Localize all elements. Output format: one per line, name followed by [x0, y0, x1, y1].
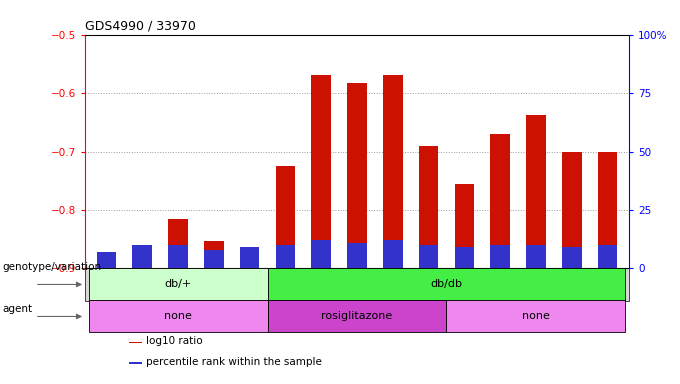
- Bar: [562, 152, 581, 268]
- Bar: [204, 241, 224, 268]
- Bar: [598, 245, 617, 268]
- Bar: [97, 252, 116, 268]
- Bar: [204, 250, 224, 268]
- Text: none: none: [164, 311, 192, 321]
- Text: genotype/variation: genotype/variation: [2, 262, 101, 272]
- Bar: [240, 247, 260, 268]
- Bar: [526, 245, 546, 268]
- Bar: [275, 245, 295, 268]
- Bar: [419, 245, 439, 268]
- Bar: [311, 240, 331, 268]
- Bar: [447, 300, 626, 333]
- Bar: [562, 247, 581, 268]
- Bar: [97, 268, 116, 271]
- Text: rosiglitazone: rosiglitazone: [322, 311, 392, 321]
- Text: db/db: db/db: [430, 280, 462, 290]
- Bar: [347, 243, 367, 268]
- Bar: [454, 184, 474, 268]
- Bar: [129, 362, 142, 364]
- Text: log10 ratio: log10 ratio: [146, 336, 203, 346]
- Bar: [383, 76, 403, 268]
- Bar: [526, 115, 546, 268]
- Bar: [168, 219, 188, 268]
- Bar: [133, 245, 152, 268]
- Bar: [454, 247, 474, 268]
- Bar: [490, 245, 510, 268]
- Text: GDS4990 / 33970: GDS4990 / 33970: [85, 19, 196, 32]
- Bar: [267, 268, 626, 300]
- Text: db/+: db/+: [165, 280, 192, 290]
- Bar: [311, 76, 331, 268]
- Bar: [419, 146, 439, 268]
- Text: none: none: [522, 311, 550, 321]
- Bar: [490, 134, 510, 268]
- Bar: [129, 341, 142, 343]
- Bar: [598, 152, 617, 268]
- Bar: [275, 166, 295, 268]
- Bar: [88, 300, 267, 333]
- Bar: [347, 83, 367, 268]
- Bar: [240, 268, 260, 271]
- Text: percentile rank within the sample: percentile rank within the sample: [146, 357, 322, 367]
- Text: agent: agent: [2, 304, 32, 314]
- Bar: [168, 245, 188, 268]
- Bar: [267, 300, 447, 333]
- Bar: [88, 268, 267, 300]
- Bar: [383, 240, 403, 268]
- Bar: [133, 254, 152, 268]
